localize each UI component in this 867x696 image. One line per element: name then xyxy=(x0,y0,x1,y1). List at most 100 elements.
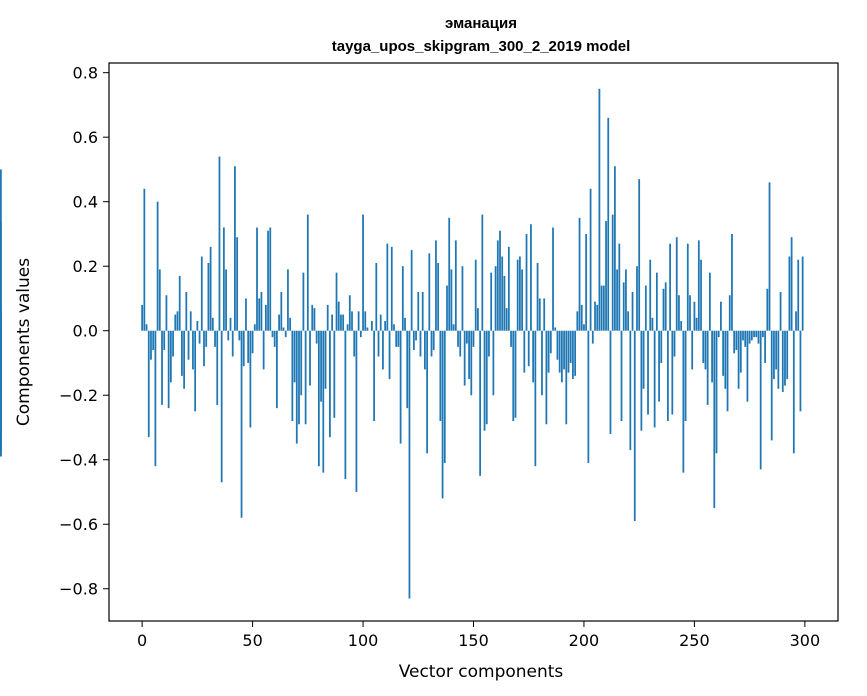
bar-265 xyxy=(726,330,729,412)
bar-29 xyxy=(205,330,208,347)
bar-111 xyxy=(386,243,389,331)
bar-290 xyxy=(781,330,784,392)
bar-239 xyxy=(669,243,671,331)
bar-44 xyxy=(238,330,241,341)
bar-74 xyxy=(304,330,307,425)
bar-89 xyxy=(337,301,340,331)
bar-60 xyxy=(273,330,276,347)
bar-205 xyxy=(594,301,596,331)
bar-25 xyxy=(196,321,199,331)
bar-182 xyxy=(543,298,546,331)
bar-235 xyxy=(660,330,663,363)
bar-0 xyxy=(141,304,144,331)
x-tick-label: 150 xyxy=(458,631,489,650)
bar-187 xyxy=(554,327,557,331)
bar-23 xyxy=(192,330,194,370)
bar-20 xyxy=(185,292,188,331)
bar-226 xyxy=(640,330,643,431)
bar-87 xyxy=(333,330,336,418)
bar-232 xyxy=(653,330,656,428)
bar-33 xyxy=(214,330,216,347)
bar-229 xyxy=(647,330,649,415)
bar-174 xyxy=(525,233,528,331)
bar-106 xyxy=(375,262,378,331)
bar-147 xyxy=(465,330,468,344)
bar-269 xyxy=(735,330,738,351)
bar-276 xyxy=(750,330,753,341)
bar-191 xyxy=(563,330,565,370)
bar-113 xyxy=(390,246,393,331)
bar-223 xyxy=(633,330,636,522)
bar-11 xyxy=(165,295,168,331)
bar-15 xyxy=(174,314,177,331)
bar-273 xyxy=(744,330,747,347)
bar-49 xyxy=(249,330,252,428)
bar-197 xyxy=(576,311,579,331)
bar-93 xyxy=(346,324,349,331)
bar-221 xyxy=(629,330,632,451)
bar-90 xyxy=(340,314,342,331)
bar-52 xyxy=(256,227,258,331)
bar-75 xyxy=(306,214,309,331)
bar-262 xyxy=(720,301,722,331)
bar-252 xyxy=(697,240,700,331)
bar-94 xyxy=(348,295,351,331)
bar-192 xyxy=(565,330,568,425)
bar-222 xyxy=(631,292,634,331)
bar-42 xyxy=(234,166,236,331)
bar-91 xyxy=(342,314,345,331)
bar-158 xyxy=(490,272,493,331)
bar-142 xyxy=(454,240,457,331)
bar-281 xyxy=(762,330,764,338)
bar-117 xyxy=(399,330,402,444)
bar-201 xyxy=(585,233,588,331)
bar-264 xyxy=(724,330,727,389)
bar-160 xyxy=(494,266,497,331)
bar-179 xyxy=(536,262,539,331)
bar-224 xyxy=(636,266,638,331)
x-tick-label: 50 xyxy=(242,631,262,650)
bar-138 xyxy=(446,285,448,331)
bar-69 xyxy=(293,330,296,383)
bar-148 xyxy=(468,330,470,380)
bar-196 xyxy=(574,330,576,376)
bar-126 xyxy=(419,330,422,357)
bar-155 xyxy=(483,330,486,431)
bar-280 xyxy=(759,330,762,470)
bar-30 xyxy=(207,262,210,331)
bar-166 xyxy=(507,246,510,331)
bar-157 xyxy=(488,330,490,357)
bar-153 xyxy=(479,330,482,476)
bar-149 xyxy=(470,330,473,396)
x-axis-ticks: 0 50 100 150 200 250 300 xyxy=(137,621,820,650)
bar-82 xyxy=(322,330,325,473)
bar-59 xyxy=(271,330,274,338)
bar-225 xyxy=(638,179,641,331)
bar-284 xyxy=(768,182,771,331)
bar-3 xyxy=(147,330,150,438)
bar-277 xyxy=(753,330,755,338)
bar-181 xyxy=(541,330,543,396)
bar-206 xyxy=(596,304,599,331)
bar-272 xyxy=(742,330,744,341)
bar-190 xyxy=(560,330,563,383)
bar-159 xyxy=(492,330,495,396)
bar-241 xyxy=(673,330,676,357)
bar-35 xyxy=(218,156,221,331)
bar-263 xyxy=(722,330,725,376)
bar-189 xyxy=(558,330,561,373)
bar-289 xyxy=(779,292,782,331)
bar-162 xyxy=(499,230,501,331)
bar-45 xyxy=(240,330,243,518)
bar-171 xyxy=(519,256,521,331)
bar-258 xyxy=(711,330,713,383)
bar-238 xyxy=(667,330,669,422)
bar-127 xyxy=(421,292,424,331)
chart-title: эманация xyxy=(445,15,517,32)
bar-12 xyxy=(167,330,170,409)
bar-249 xyxy=(691,330,694,370)
bar-164 xyxy=(503,275,506,331)
bar-256 xyxy=(706,330,709,405)
y-tick-label: 0.6 xyxy=(73,128,98,147)
bar-292 xyxy=(786,330,789,380)
